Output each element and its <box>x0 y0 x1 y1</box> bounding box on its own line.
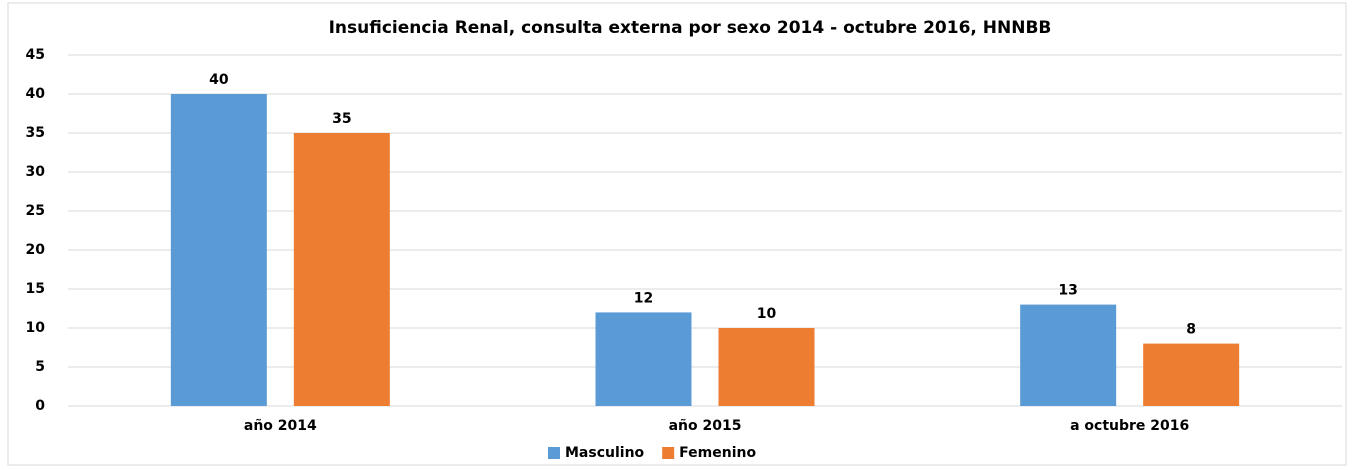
bar <box>1143 343 1240 406</box>
y-tick-label: 10 <box>26 320 46 336</box>
legend-swatch <box>548 447 560 459</box>
bar <box>718 328 815 406</box>
x-tick-label: año 2014 <box>244 418 317 434</box>
y-tick-label: 5 <box>35 359 45 375</box>
y-tick-label: 30 <box>26 164 46 180</box>
y-tick-label: 40 <box>26 86 46 102</box>
y-tick-label: 25 <box>26 203 45 219</box>
bar <box>293 133 390 406</box>
legend-label: Masculino <box>565 445 645 461</box>
y-tick-label: 45 <box>26 47 45 63</box>
chart-title: Insuficiencia Renal, consulta externa po… <box>329 18 1052 38</box>
y-tick-label: 15 <box>26 281 45 297</box>
bar <box>170 94 267 406</box>
y-tick-label: 20 <box>26 242 46 258</box>
legend-swatch <box>662 447 675 459</box>
y-tick-label: 0 <box>35 398 45 414</box>
data-label: 40 <box>209 72 229 88</box>
bar <box>1020 304 1117 406</box>
x-tick-label: año 2015 <box>669 418 742 434</box>
legend-label: Femenino <box>679 445 756 461</box>
data-label: 13 <box>1058 283 1077 299</box>
x-tick-label: a octubre 2016 <box>1070 418 1189 434</box>
y-tick-label: 35 <box>26 125 45 141</box>
data-label: 8 <box>1186 322 1196 338</box>
bar <box>595 312 692 406</box>
data-label: 10 <box>757 306 777 322</box>
data-label: 12 <box>634 290 653 306</box>
data-label: 35 <box>332 111 351 127</box>
